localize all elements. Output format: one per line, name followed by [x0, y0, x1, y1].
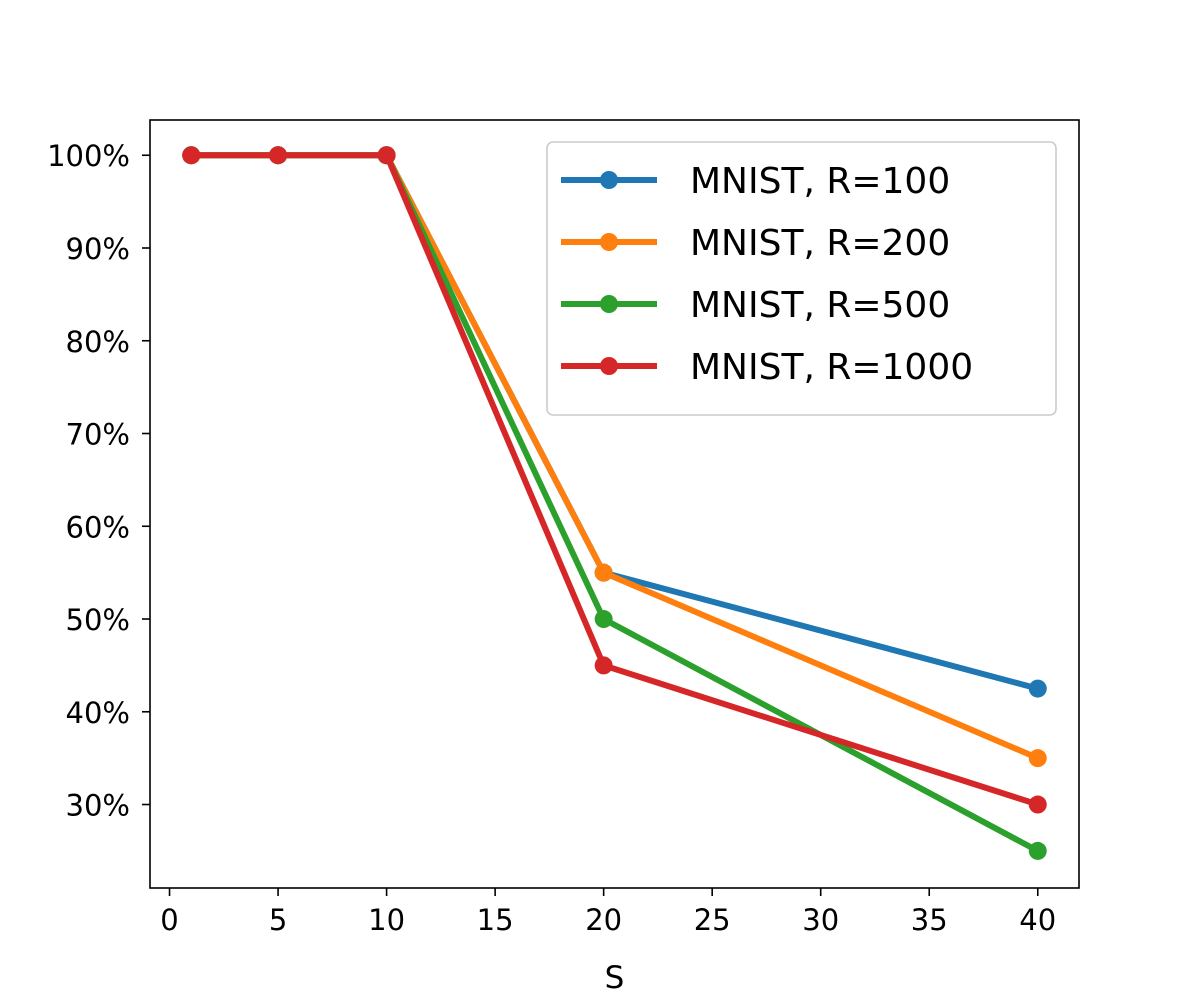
y-tick-label: 90% [66, 232, 130, 266]
x-tick-label: 40 [1019, 903, 1056, 937]
series-4-point [594, 656, 613, 675]
y-tick-label: 80% [66, 325, 130, 359]
plot-area [182, 146, 1047, 860]
legend-label: MNIST, R=1000 [690, 347, 973, 388]
series-3-point [594, 610, 613, 629]
x-tick-label: 35 [911, 903, 948, 937]
y-tick-label: 30% [66, 789, 130, 823]
x-tick-label: 10 [368, 903, 405, 937]
y-tick-label: 50% [66, 603, 130, 637]
x-tick-label: 30 [802, 903, 839, 937]
legend-swatch-marker [600, 171, 618, 189]
y-tick-label: 60% [66, 510, 130, 544]
axes-frame [149, 119, 1080, 889]
series-2-point [1028, 749, 1047, 768]
x-axis-ticks: 0 5 10 15 20 25 30 35 40 [160, 888, 1056, 937]
legend: MNIST, R=100 MNIST, R=200 MNIST, R=500 MNIS… [546, 141, 1057, 416]
series-3-point [1028, 841, 1047, 860]
legend-label: MNIST, R=200 [690, 223, 950, 264]
legend-label: MNIST, R=100 [690, 161, 950, 202]
y-tick-label: 70% [66, 418, 130, 452]
legend-swatch-marker [600, 233, 618, 251]
x-tick-label: 0 [160, 903, 178, 937]
legend-swatch-marker [600, 357, 618, 375]
series-4-point [377, 146, 396, 165]
series-4-point [1028, 795, 1047, 814]
x-tick-label: 20 [585, 903, 622, 937]
series-4-point [269, 146, 288, 165]
y-axis-ticks: 30% 40% 50% 60% 70% 80% 90% 100% [47, 139, 150, 823]
y-tick-label: 40% [66, 696, 130, 730]
y-tick-label: 100% [47, 139, 130, 173]
x-tick-label: 5 [269, 903, 287, 937]
x-tick-label: 15 [477, 903, 514, 937]
series-2-point [594, 563, 613, 582]
legend-frame [546, 141, 1057, 416]
x-tick-label: 25 [694, 903, 731, 937]
series-1-point [1028, 679, 1047, 698]
x-axis-title: S [605, 960, 625, 996]
legend-swatch-marker [600, 295, 618, 313]
series-4-point [182, 146, 201, 165]
legend-label: MNIST, R=500 [690, 285, 950, 326]
